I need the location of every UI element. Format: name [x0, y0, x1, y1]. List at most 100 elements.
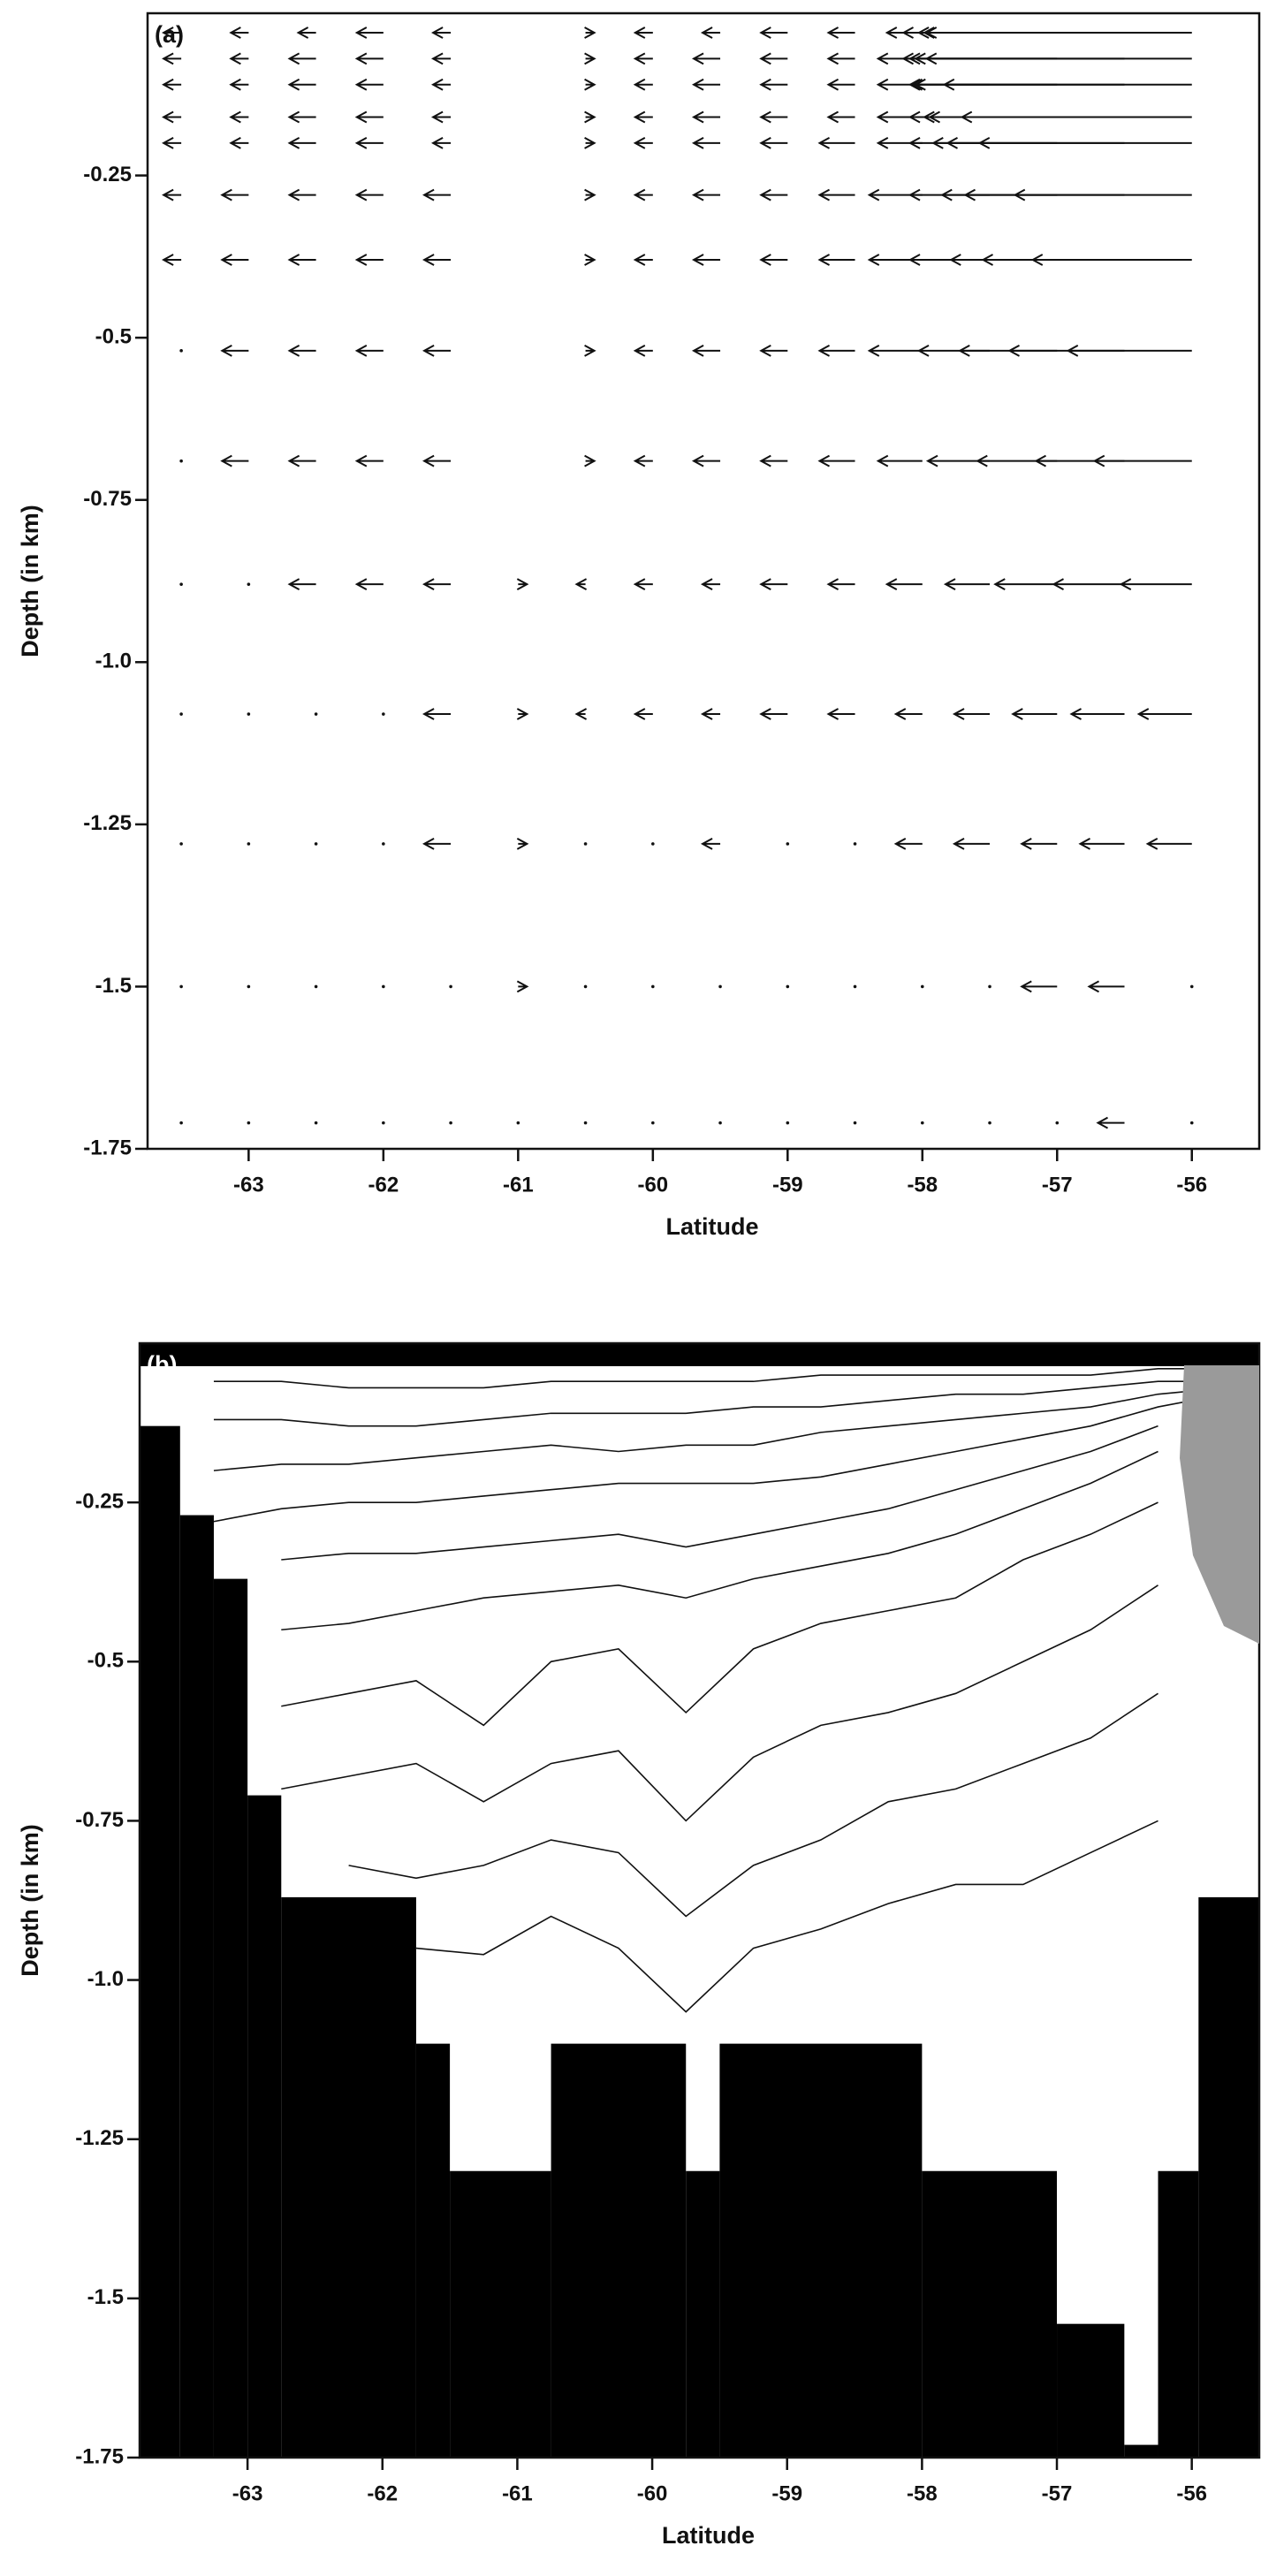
contour-line [415, 1820, 1158, 2013]
velocity-arrow [943, 578, 991, 591]
contour-line [281, 1501, 1158, 1727]
y-tick-label: -1.25 [83, 811, 132, 835]
velocity-arrow [826, 578, 855, 591]
velocity-arrow [162, 27, 182, 39]
velocity-arrow [354, 78, 384, 91]
x-tick-label: -63 [232, 2481, 263, 2505]
velocity-arrow [942, 78, 1192, 91]
velocity-arrow [633, 578, 653, 591]
speed-dot [583, 984, 588, 989]
x-tick-label: -56 [1176, 2481, 1207, 2505]
velocity-arrow [431, 52, 452, 65]
velocity-arrow [633, 27, 653, 39]
velocity-arrow [1066, 344, 1192, 357]
speed-dot [179, 712, 183, 716]
velocity-arrow [354, 344, 384, 357]
y-tick-label: -1.5 [95, 974, 132, 998]
panel-label: (a) [155, 21, 184, 48]
velocity-arrow [633, 52, 653, 65]
velocity-arrow [1119, 578, 1192, 591]
velocity-arrow [700, 27, 721, 39]
velocity-arrow [516, 708, 529, 720]
velocity-arrow [229, 52, 249, 65]
velocity-arrow [584, 136, 596, 149]
velocity-arrow [691, 78, 721, 91]
velocity-arrow [431, 136, 452, 149]
contour-line [281, 1584, 1158, 1822]
velocity-arrow [633, 708, 653, 720]
speed-dot [853, 842, 857, 846]
x-tick-label: -59 [772, 1173, 803, 1197]
speed-dot [920, 1121, 924, 1125]
velocity-arrow [691, 110, 721, 124]
speed-dot [651, 842, 655, 846]
velocity-arrow [584, 254, 596, 266]
bathymetry [922, 2170, 1058, 2458]
velocity-arrow [422, 344, 452, 357]
speed-dot [988, 984, 991, 989]
contour-line [281, 1450, 1158, 1631]
velocity-arrow [162, 52, 182, 65]
velocity-arrow [584, 110, 596, 124]
x-tick-label: -60 [637, 2481, 668, 2505]
speed-dot [179, 1121, 183, 1125]
contour-line [213, 1387, 1226, 1471]
velocity-arrow [759, 136, 788, 149]
velocity-arrow [354, 188, 384, 201]
y-tick-label: -0.25 [75, 1489, 124, 1513]
velocity-arrow [574, 578, 588, 591]
velocity-arrow [826, 52, 855, 65]
x-tick-label: -62 [368, 1173, 399, 1197]
speed-dot [314, 842, 318, 846]
speed-dot [382, 712, 385, 716]
velocity-arrow [431, 110, 452, 124]
speed-dot [583, 842, 588, 846]
velocity-arrow [354, 578, 384, 591]
bathymetry [1158, 2170, 1199, 2458]
velocity-arrow [229, 27, 249, 39]
speed-dot [786, 984, 790, 989]
surface-gradient [1180, 1365, 1259, 1644]
velocity-arrow [633, 254, 653, 266]
speed-dot [314, 984, 318, 989]
velocity-arrow [220, 344, 249, 357]
velocity-arrow [952, 708, 991, 720]
velocity-arrow [287, 344, 316, 357]
x-tick-label: -61 [502, 2481, 533, 2505]
bathymetry [1198, 1896, 1259, 2458]
velocity-arrow [817, 254, 855, 266]
speed-dot [718, 1121, 722, 1125]
speed-dot [449, 984, 452, 989]
y-tick-label: -1.25 [75, 2126, 124, 2150]
speed-dot [516, 1121, 520, 1125]
y-tick-label: -0.5 [87, 1649, 124, 1673]
velocity-arrow [826, 708, 855, 720]
bathymetry [213, 1578, 248, 2458]
velocity-arrow [354, 52, 384, 65]
y-tick-label: -1.5 [87, 2285, 124, 2309]
speed-dot [583, 1121, 588, 1125]
velocity-arrow [633, 78, 653, 91]
x-tick-label: -62 [367, 2481, 398, 2505]
velocity-arrow [759, 110, 788, 124]
velocity-arrow [893, 708, 923, 720]
velocity-arrow [633, 110, 653, 124]
velocity-arrow [162, 110, 182, 124]
velocity-arrow [1052, 578, 1125, 591]
velocity-arrow [229, 78, 249, 91]
velocity-arrow [1092, 454, 1192, 467]
velocity-arrow [759, 708, 788, 720]
velocity-arrow [1069, 708, 1125, 720]
speed-dot [382, 984, 385, 989]
x-tick-label: -57 [1042, 1173, 1073, 1197]
velocity-arrow [584, 344, 596, 357]
velocity-arrow [759, 78, 788, 91]
velocity-arrow [759, 578, 788, 591]
speed-dot [651, 984, 655, 989]
velocity-arrow [759, 454, 788, 467]
speed-dot [920, 984, 924, 989]
velocity-arrow [867, 344, 923, 357]
velocity-arrow [759, 52, 788, 65]
x-tick-label: -56 [1176, 1173, 1207, 1197]
bathymetry [281, 1896, 416, 2458]
